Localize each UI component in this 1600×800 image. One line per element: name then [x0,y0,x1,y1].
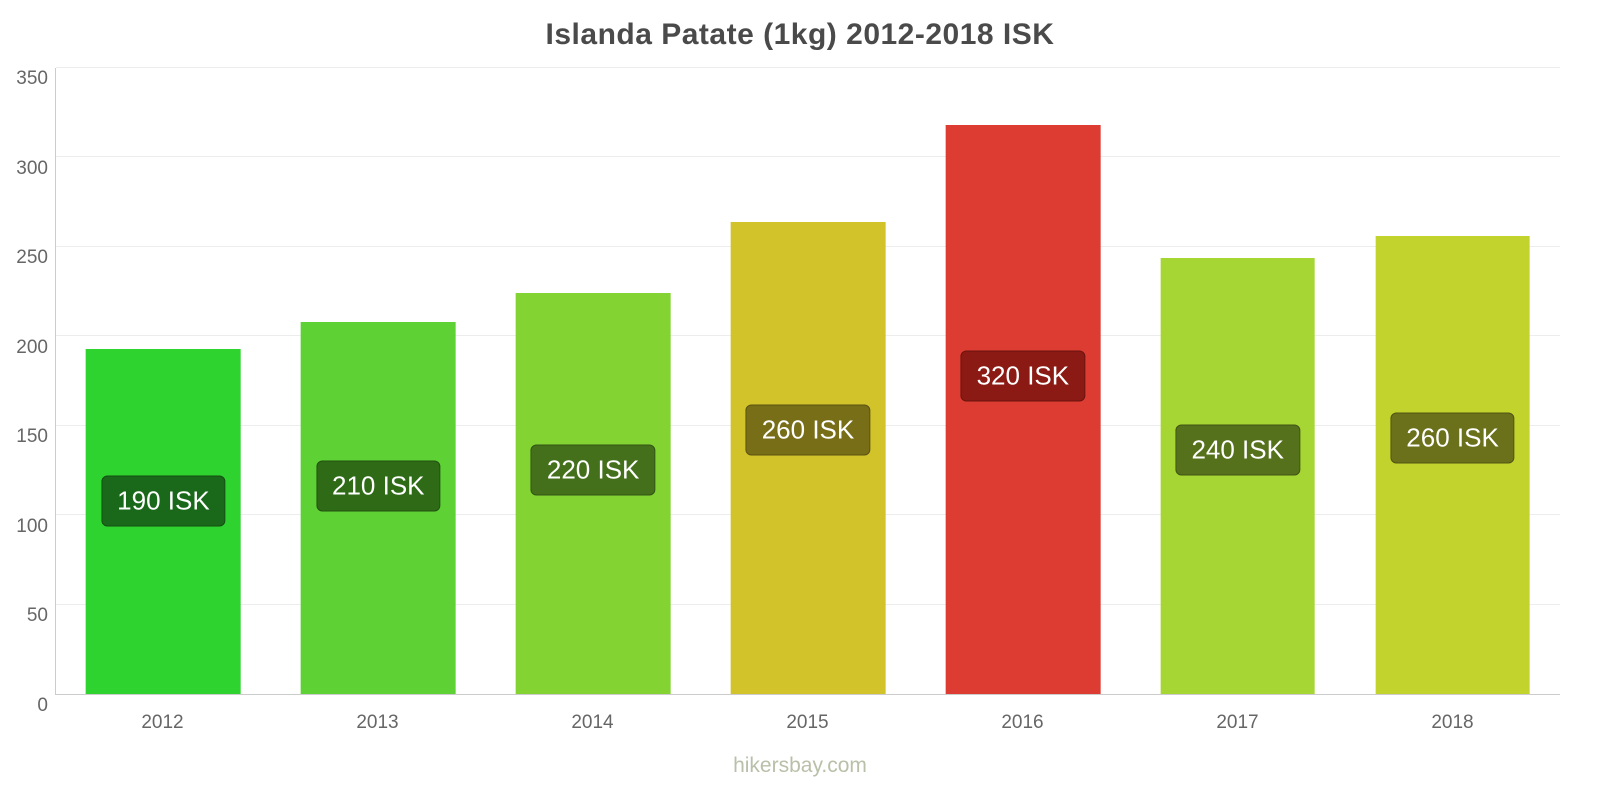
x-axis-label-2018: 2018 [1431,712,1474,733]
bar-2016: 320 ISK [945,125,1101,694]
bar-slot-2012: 190 ISK [56,68,271,694]
bar-slot-2016: 320 ISK [915,68,1130,694]
x-axis-label-2015: 2015 [786,712,829,733]
y-axis: 0 50 100 150 200 250 300 350 [16,68,48,716]
x-axis-label-2016: 2016 [1001,712,1044,733]
bar-value-label: 260 ISK [1390,412,1515,464]
x-axis-label-2012: 2012 [141,712,184,733]
x-axis-label-2014: 2014 [571,712,614,733]
x-axis-label-2017: 2017 [1216,712,1259,733]
bar-slot-2014: 220 ISK [486,68,701,694]
bar-2013: 210 ISK [300,321,456,694]
bar-2014: 220 ISK [515,293,671,694]
plot-area: 190 ISK 210 ISK 220 ISK 260 ISK 320 ISK 240 I… [55,67,1560,695]
bar-slot-2015: 260 ISK [701,68,916,694]
gridline [56,67,1560,68]
x-axis-label-2013: 2013 [356,712,399,733]
bar-value-label: 210 ISK [316,460,441,512]
bar-value-label: 190 ISK [101,475,226,527]
x-axis: 2012 2013 2014 2015 2016 2017 2018 [55,712,1560,742]
bar-2017: 240 ISK [1160,257,1316,694]
bar-value-label: 220 ISK [530,444,656,496]
bar-2018: 260 ISK [1375,236,1530,694]
bar-2015: 260 ISK [730,221,886,694]
bar-slot-2017: 240 ISK [1130,68,1345,694]
bar-slot-2018: 260 ISK [1345,68,1560,694]
bar-value-label: 240 ISK [1175,424,1300,476]
bar-slot-2013: 210 ISK [271,68,486,694]
bar-value-label: 260 ISK [745,404,871,456]
watermark: hikersbay.com [733,754,867,777]
gridline [56,156,1560,158]
bar-2012: 190 ISK [86,348,241,694]
chart-title: Islanda Patate (1kg) 2012-2018 ISK [545,18,1055,51]
bar-value-label: 320 ISK [960,350,1086,401]
